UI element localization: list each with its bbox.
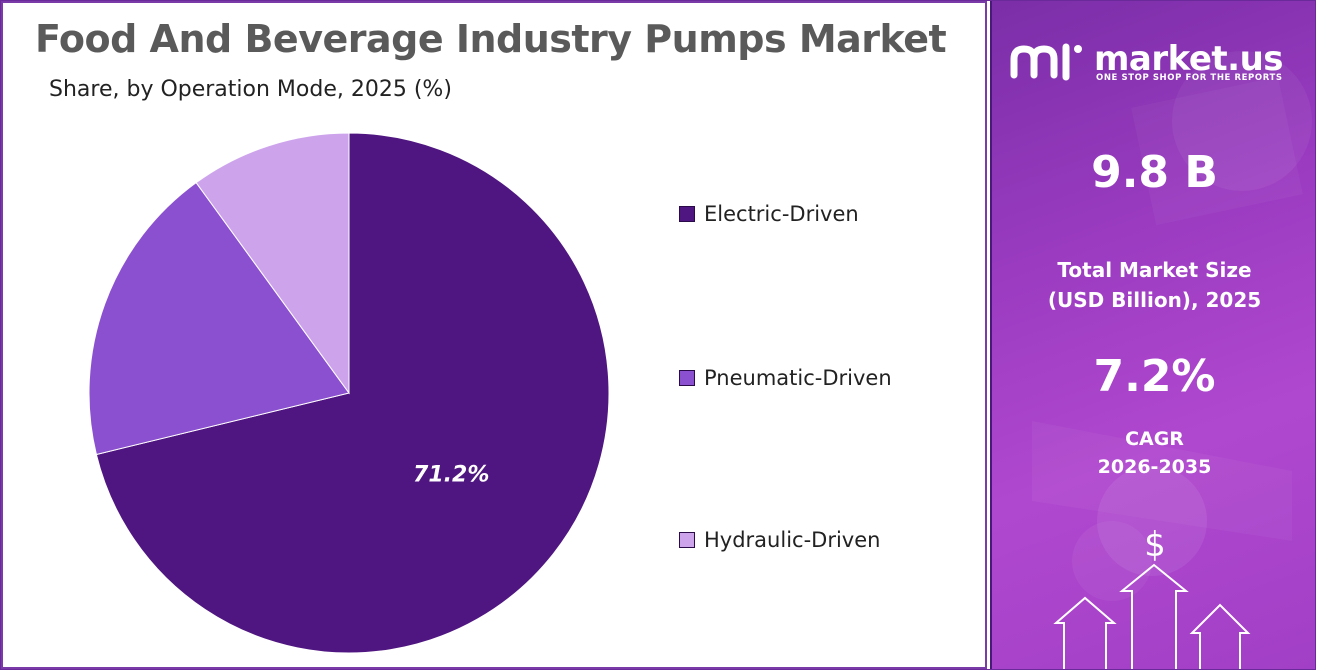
legend-swatch-pneumatic-driven [679,370,695,386]
pie-slice-pneumatic-driven [88,181,350,456]
up-arrow-icon [1053,596,1117,669]
up-arrow-icon [1119,563,1189,669]
market-size-value: 9.8 B [1091,147,1218,198]
legend-swatch-electric-driven [679,206,695,222]
cagr-label-line2: 2026-2035 [1097,456,1212,478]
brand: market.us ONE STOP SHOP FOR THE REPORTS [1010,39,1300,89]
legend-label-electric-driven: Electric-Driven [704,202,859,226]
up-arrow-icon [1189,603,1251,669]
dollar-icon: $ [1144,525,1166,565]
brand-name: market.us [1094,39,1284,79]
legend-label-hydraulic-driven: Hydraulic-Driven [704,528,881,552]
legend-label-pneumatic-driven: Pneumatic-Driven [704,366,892,390]
cagr-label-line1: CAGR [1125,428,1184,450]
pie-slice-electric-driven [95,132,610,654]
summary-sidebar: market.us ONE STOP SHOP FOR THE REPORTS … [990,1,1315,669]
chart-title: Food And Beverage Industry Pumps Market [35,17,947,61]
market-size-label-line2: (USD Billion), 2025 [1047,288,1262,312]
legend-item-electric-driven: Electric-Driven [679,199,859,229]
legend-item-pneumatic-driven: Pneumatic-Driven [679,363,892,393]
pie-slice-hydraulic-driven [195,132,350,395]
chart-panel: Food And Beverage Industry Pumps Market … [1,1,987,669]
data-label-electric-driven: 71.2% [413,462,489,487]
cagr-label: CAGR 2026-2035 [992,425,1315,481]
cagr-value: 7.2% [1093,351,1216,402]
legend-swatch-hydraulic-driven [679,532,695,548]
pie-chart: 71.2% [88,132,610,654]
brand-tagline: ONE STOP SHOP FOR THE REPORTS [1096,73,1283,83]
market-size-label: Total Market Size (USD Billion), 2025 [992,255,1315,315]
market-us-logo-icon [1010,43,1082,81]
background-decoration [1032,51,1312,601]
chart-subtitle: Share, by Operation Mode, 2025 (%) [49,77,452,102]
legend-item-hydraulic-driven: Hydraulic-Driven [679,525,880,555]
growth-arrows-illustration: $ [1053,525,1251,669]
market-size-label-line1: Total Market Size [1057,258,1252,282]
